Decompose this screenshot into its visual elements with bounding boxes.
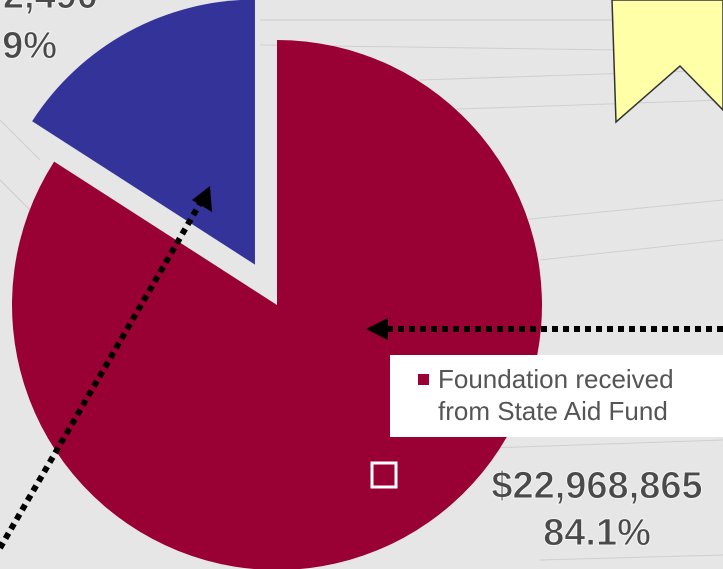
legend-marker: [418, 374, 429, 385]
arrowhead: [366, 318, 388, 340]
value-amount: 2,490: [3, 0, 98, 17]
arrows: [0, 198, 723, 550]
marker-box: [370, 461, 398, 489]
legend: Foundation received from State Aid Fund: [390, 355, 723, 437]
pie: [12, 0, 542, 569]
value-amount: $22,968,865: [491, 465, 702, 507]
legend-label: Foundation received from State Aid Fund: [438, 364, 674, 426]
arrowhead: [192, 186, 212, 212]
callout: [611, 0, 723, 124]
value-label: 84.1%: [543, 512, 651, 554]
value-label: 15.9%: [0, 25, 57, 67]
